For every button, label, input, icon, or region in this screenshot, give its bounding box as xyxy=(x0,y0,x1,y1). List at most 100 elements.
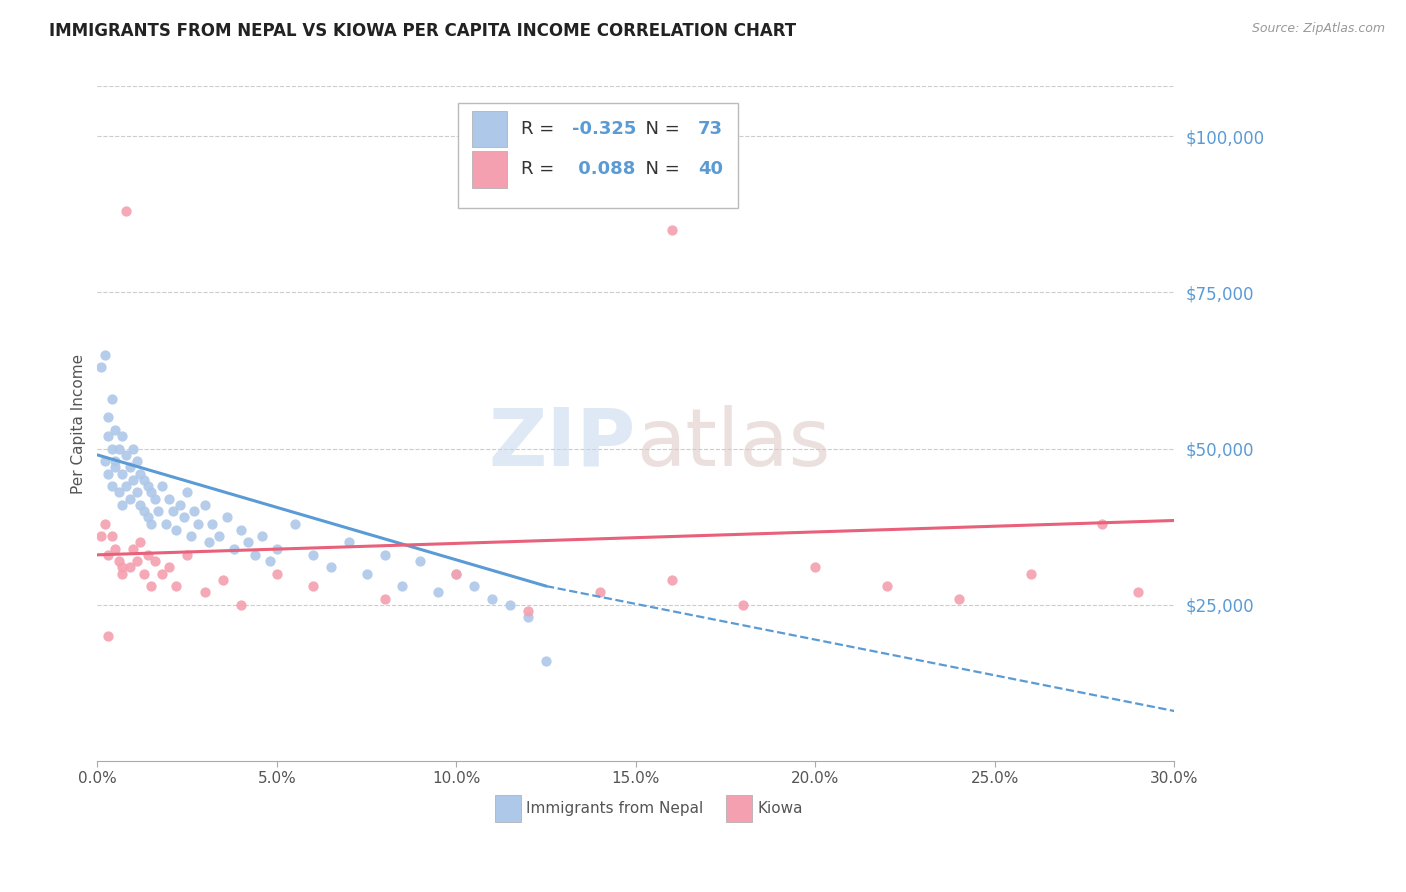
Point xyxy=(115,479,138,493)
Point xyxy=(169,498,191,512)
Point xyxy=(356,566,378,581)
Point xyxy=(115,204,138,219)
Point xyxy=(97,629,120,643)
Point xyxy=(1019,566,1042,581)
Point xyxy=(409,554,432,568)
Point xyxy=(173,510,195,524)
Y-axis label: Per Capita Income: Per Capita Income xyxy=(72,353,86,494)
Point xyxy=(176,485,198,500)
Point xyxy=(212,573,235,587)
Text: R =: R = xyxy=(520,120,560,138)
Text: N =: N = xyxy=(634,161,685,178)
Point xyxy=(183,504,205,518)
Point xyxy=(122,541,145,556)
Point xyxy=(208,529,231,543)
Text: atlas: atlas xyxy=(636,405,830,483)
Point xyxy=(165,579,187,593)
Point xyxy=(180,529,202,543)
Point xyxy=(93,348,115,362)
Point xyxy=(125,485,148,500)
Point xyxy=(111,560,134,574)
Point xyxy=(176,548,198,562)
Text: 40: 40 xyxy=(699,161,723,178)
Point xyxy=(157,560,180,574)
Point xyxy=(481,591,503,606)
Point xyxy=(93,516,115,531)
Text: Immigrants from Nepal: Immigrants from Nepal xyxy=(526,801,703,816)
Point xyxy=(446,566,468,581)
Point xyxy=(136,548,159,562)
Point xyxy=(661,573,683,587)
Point xyxy=(118,460,141,475)
Point xyxy=(1091,516,1114,531)
Text: -0.325: -0.325 xyxy=(572,120,637,138)
Point xyxy=(93,454,115,468)
Point xyxy=(129,535,152,549)
Point xyxy=(517,610,540,624)
Point xyxy=(661,223,683,237)
Point xyxy=(157,491,180,506)
Point xyxy=(463,579,485,593)
Point xyxy=(97,548,120,562)
Point xyxy=(373,548,395,562)
Point xyxy=(115,448,138,462)
Point xyxy=(141,516,163,531)
Point xyxy=(143,491,166,506)
FancyBboxPatch shape xyxy=(727,796,752,822)
Point xyxy=(108,554,131,568)
Point xyxy=(804,560,827,574)
Point xyxy=(236,535,259,549)
Point xyxy=(266,566,288,581)
Point xyxy=(446,566,468,581)
Point xyxy=(197,535,219,549)
Point xyxy=(90,529,112,543)
Point xyxy=(90,360,112,375)
Point xyxy=(141,579,163,593)
Point xyxy=(222,541,245,556)
Point xyxy=(266,541,288,556)
Point xyxy=(100,442,122,456)
Point xyxy=(97,429,120,443)
Point xyxy=(136,510,159,524)
Point xyxy=(1128,585,1150,599)
Point xyxy=(517,604,540,618)
Point xyxy=(876,579,898,593)
Point xyxy=(948,591,970,606)
Point xyxy=(111,498,134,512)
Point xyxy=(132,566,155,581)
Point xyxy=(733,598,755,612)
Point xyxy=(301,579,323,593)
Point xyxy=(427,585,450,599)
Text: IMMIGRANTS FROM NEPAL VS KIOWA PER CAPITA INCOME CORRELATION CHART: IMMIGRANTS FROM NEPAL VS KIOWA PER CAPIT… xyxy=(49,22,796,40)
Point xyxy=(165,523,187,537)
Text: N =: N = xyxy=(634,120,685,138)
Point xyxy=(215,510,238,524)
Point xyxy=(319,560,342,574)
Point xyxy=(148,504,170,518)
Point xyxy=(97,410,120,425)
Point xyxy=(122,473,145,487)
Point xyxy=(194,498,217,512)
Point xyxy=(259,554,281,568)
Point xyxy=(162,504,184,518)
Text: 0.088: 0.088 xyxy=(572,161,636,178)
Point xyxy=(125,454,148,468)
Point xyxy=(201,516,224,531)
Point xyxy=(229,523,252,537)
FancyBboxPatch shape xyxy=(472,151,506,187)
Point xyxy=(111,467,134,481)
Point xyxy=(252,529,274,543)
Point xyxy=(100,479,122,493)
Point xyxy=(104,454,127,468)
Text: Kiowa: Kiowa xyxy=(758,801,803,816)
Point xyxy=(391,579,413,593)
Point xyxy=(143,554,166,568)
Point xyxy=(111,429,134,443)
Point xyxy=(118,560,141,574)
Point xyxy=(100,529,122,543)
Point xyxy=(301,548,323,562)
FancyBboxPatch shape xyxy=(495,796,520,822)
Point xyxy=(104,423,127,437)
Point xyxy=(111,566,134,581)
Point xyxy=(150,566,173,581)
